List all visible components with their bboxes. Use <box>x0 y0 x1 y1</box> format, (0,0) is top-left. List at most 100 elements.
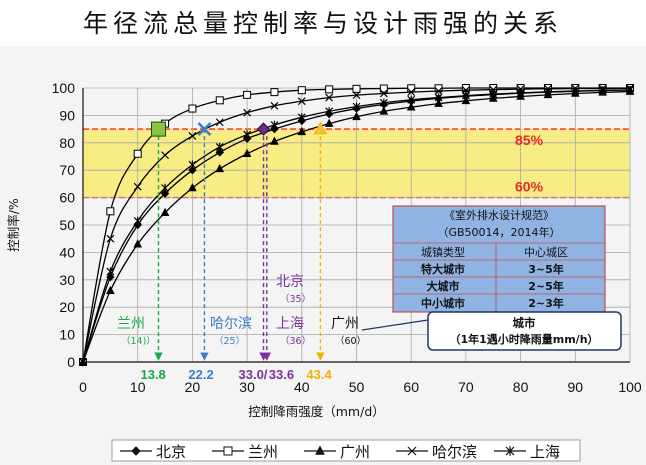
info-table-cell: 3~5年 <box>528 262 564 276</box>
x-tick-label: 100 <box>618 379 642 395</box>
info-table-cell: 中心城区 <box>524 246 568 259</box>
series-4-point <box>297 113 306 122</box>
info-table-cell: 中小城市 <box>421 296 465 310</box>
x-tick-label: 90 <box>568 379 584 395</box>
series-4-point <box>598 86 607 95</box>
series-4-point <box>461 91 470 100</box>
series-0-point <box>215 148 224 157</box>
series-2-point <box>160 207 170 216</box>
series-4-point <box>325 107 334 116</box>
series-4-point <box>106 267 115 276</box>
highlight-value-4: 43.4 <box>306 367 332 382</box>
series-4-point <box>379 98 388 107</box>
highlight-value-3: 33.6 <box>269 367 294 382</box>
series-2-point <box>188 183 197 192</box>
series-1-point <box>297 86 306 95</box>
highlight-value-2: 33.0/ <box>239 367 268 382</box>
x-tick-label: 60 <box>403 379 419 395</box>
series-3-point <box>379 89 388 98</box>
info-table-cell: 大城市 <box>427 279 460 293</box>
series-3-point <box>407 88 416 97</box>
series-4-point <box>133 216 142 226</box>
series-2-point <box>379 106 389 115</box>
callout-subtitle: （1年1遇小时降雨量mm/h） <box>449 332 598 346</box>
legend-label-0: 北京 <box>156 443 186 461</box>
slide-title: 年径流总量控制率与设计雨强的关系 <box>82 9 563 38</box>
series-4-point <box>544 87 552 97</box>
legend-marker-2 <box>315 445 325 455</box>
band-label-0: 85% <box>515 132 544 148</box>
series-3-point <box>161 151 169 160</box>
y-tick-label: 0 <box>67 354 75 370</box>
series-2-point <box>324 118 334 127</box>
series-4-point <box>489 89 498 99</box>
series-2-point <box>242 148 252 158</box>
x-tick-label: 10 <box>130 379 146 395</box>
series-1-point <box>352 84 361 93</box>
series-2-point <box>434 98 443 107</box>
series-2-point <box>352 111 361 121</box>
highlight-marker-4 <box>313 121 328 135</box>
series-3-point <box>270 101 279 110</box>
city-years-4: （60） <box>335 335 366 347</box>
series-4-point <box>434 93 443 102</box>
series-3-point <box>133 182 142 191</box>
legend <box>111 439 581 462</box>
series-4-point <box>516 88 525 98</box>
series-1-point <box>188 104 197 113</box>
series-3-point <box>215 118 224 127</box>
legend-marker-3 <box>407 446 417 456</box>
city-years-3: （36） <box>280 335 311 347</box>
series-2-point <box>270 136 279 145</box>
y-tick-label: 50 <box>59 217 75 233</box>
city-label-0: 兰州 <box>117 316 145 332</box>
series-2-point <box>461 95 471 105</box>
series-4-point <box>352 102 361 111</box>
callout-title: 城市 <box>513 316 536 330</box>
x-axis-title: 控制降雨强度（mm/d） <box>248 404 385 419</box>
series-4-point <box>161 183 169 193</box>
city-years-1: （25） <box>214 335 245 347</box>
highlight-marker-0 <box>150 121 166 137</box>
series-4-point <box>215 142 224 152</box>
series-1-point <box>379 84 388 93</box>
y-tick-label: 40 <box>59 244 75 260</box>
series-1-point <box>407 84 416 93</box>
series-4-point <box>626 85 634 95</box>
series-2-point <box>133 239 143 248</box>
series-1-point <box>215 96 224 105</box>
x-tick-label: 70 <box>458 379 474 395</box>
legend-label-1: 兰州 <box>248 443 278 461</box>
info-table-caption: 《室外排水设计规范》 <box>444 208 554 222</box>
series-3-point <box>188 132 197 140</box>
y-tick-label: 80 <box>59 135 75 151</box>
legend-label-4: 上海 <box>530 443 560 461</box>
y-tick-label: 10 <box>59 327 75 343</box>
series-4-point <box>188 160 197 169</box>
series-0-point <box>160 189 170 198</box>
chart-area: 0 10 20 30 40 50 60 70 80 90 100 0 10 20 30 40 50 60 70 80 9… <box>0 46 646 465</box>
chart-svg: 0 10 20 30 40 50 60 70 80 90 100 0 10 20 30 40 50 60 70 80 9… <box>6 80 642 462</box>
series-2-point <box>106 285 115 295</box>
y-tick-label: 70 <box>59 162 75 178</box>
callout-pointer <box>361 319 429 331</box>
series-3-point <box>106 234 115 243</box>
x-tick-label: 20 <box>185 379 201 395</box>
series-4-point <box>407 95 416 104</box>
callout-box <box>427 311 622 351</box>
y-tick-label: 90 <box>59 107 75 123</box>
series-3-point <box>243 108 252 117</box>
series-3-point <box>297 97 306 106</box>
info-table-caption: （GB50014，2014年） <box>437 225 560 239</box>
city-label-2: 北京 <box>276 274 304 290</box>
highlight-marker-2 <box>256 122 271 136</box>
series-3-point <box>352 91 361 100</box>
series-1-point <box>106 207 115 216</box>
legend-label-3: 哈尔滨 <box>432 443 477 461</box>
legend-marker-0 <box>131 446 141 456</box>
series-4-point <box>571 86 580 96</box>
series-2-point <box>406 102 416 111</box>
info-table-cell: 2~5年 <box>528 279 564 293</box>
legend-marker-1 <box>223 446 233 456</box>
info-table-cell: 2~3年 <box>528 296 564 310</box>
